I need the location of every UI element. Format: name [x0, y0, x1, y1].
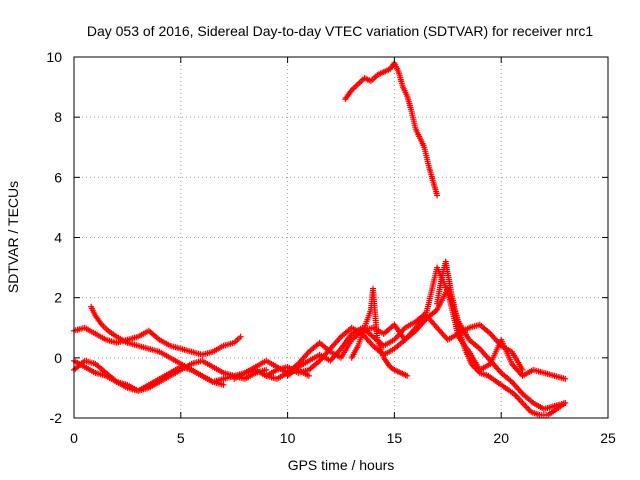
x-tick-label: 25 [600, 430, 616, 446]
x-tick-label: 10 [280, 430, 296, 446]
series-track-i [434, 258, 569, 418]
y-tick-label: -2 [50, 410, 63, 426]
data-point [220, 381, 227, 388]
grid-lines [74, 57, 608, 418]
data-point [263, 366, 270, 373]
y-tick-label: 10 [46, 49, 62, 65]
chart-title: Day 053 of 2016, Sidereal Day-to-day VTE… [87, 23, 593, 39]
x-axis-label: GPS time / hours [288, 457, 395, 473]
y-tick-label: 8 [54, 109, 62, 125]
data-point [562, 375, 569, 382]
data-point [305, 372, 312, 379]
x-tick-label: 20 [493, 430, 509, 446]
series-track-high [342, 60, 441, 199]
y-axis-label: SDTVAR / TECUs [5, 181, 21, 293]
data-point [237, 333, 244, 340]
x-tick-label: 5 [177, 430, 185, 446]
data-point [434, 192, 441, 199]
axis-ticks: 0 5 10 15 20 25 -2 0 2 4 6 8 10 [46, 49, 616, 446]
data-point [562, 399, 569, 406]
data-point [404, 372, 411, 379]
series-track-h [348, 285, 411, 379]
y-tick-label: 2 [54, 290, 62, 306]
y-tick-label: 4 [54, 230, 62, 246]
x-tick-label: 15 [387, 430, 403, 446]
y-tick-label: 0 [54, 350, 62, 366]
x-tick-label: 0 [70, 430, 78, 446]
y-tick-label: 6 [54, 169, 62, 185]
data-points [71, 60, 569, 418]
data-point [519, 366, 526, 373]
